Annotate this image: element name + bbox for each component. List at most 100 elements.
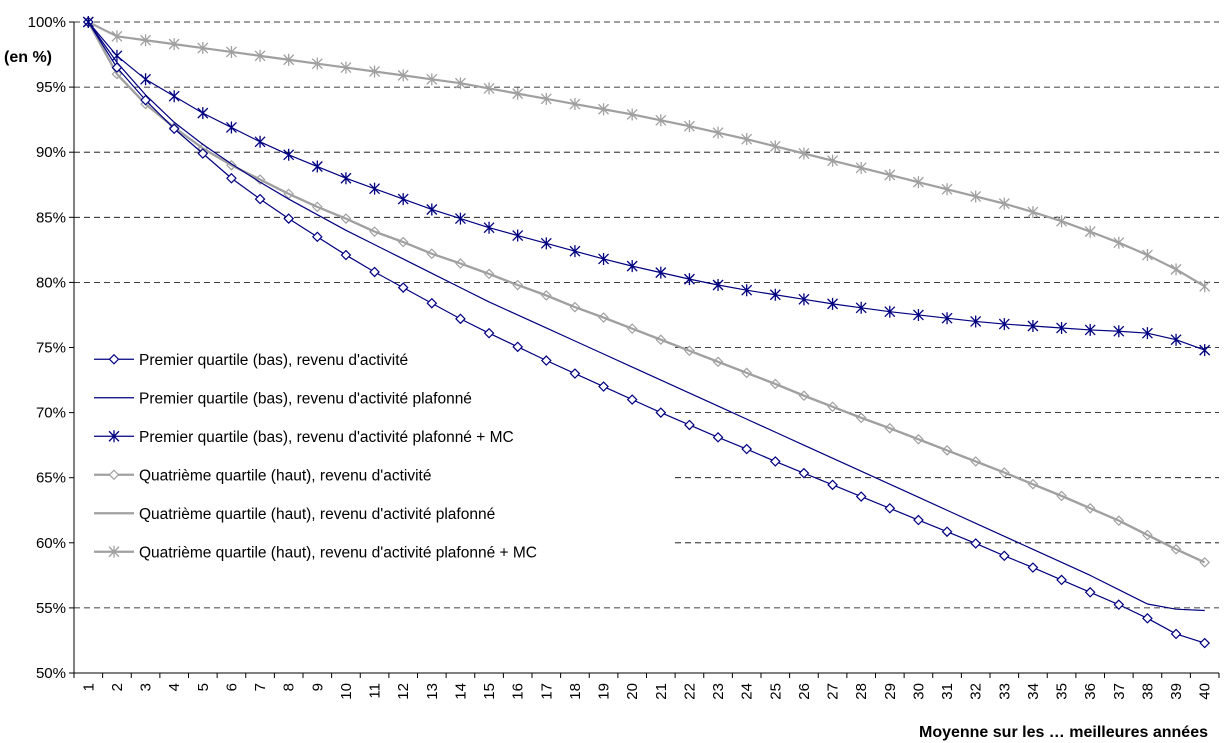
data-point [913,514,924,526]
data-point [1084,323,1096,336]
data-point [1142,612,1153,624]
data-point [540,92,552,105]
x-tick-label: 32 [968,683,985,700]
data-point [655,266,667,279]
data-point [598,381,609,392]
data-point [855,491,867,502]
data-point [1027,206,1039,219]
x-tick-label: 33 [996,683,1013,700]
data-point [712,431,724,443]
series-lines [82,16,1211,649]
data-point [108,469,120,481]
x-tick-label: 35 [1054,683,1071,700]
data-point [712,126,724,139]
y-tick-label: 60% [36,535,66,552]
x-tick-label: 7 [252,683,269,691]
x-tick-label: 10 [338,683,355,700]
x-tick-label: 11 [367,683,384,699]
data-point [168,38,180,51]
x-tick-label: 16 [510,683,527,700]
data-point [540,355,552,366]
legend-item: Premier quartile (bas), revenu d'activit… [94,429,514,446]
data-point [454,212,466,225]
data-point [741,133,753,146]
x-tick-label: 38 [1139,683,1156,700]
data-point [884,168,896,181]
y-tick-label: 65% [36,470,66,487]
data-point [283,53,295,66]
data-point [483,221,495,234]
data-point [1170,628,1182,640]
data-point [1084,586,1096,598]
data-point [884,502,896,514]
data-point [769,140,781,153]
data-point [397,69,409,82]
series-line [87,21,1206,288]
data-point [998,197,1010,210]
data-point [798,293,810,306]
x-tick-label: 30 [910,683,927,700]
data-point [283,213,295,224]
data-point [426,203,438,216]
x-tick-label: 18 [567,683,584,700]
y-tick-label: 55% [36,600,66,617]
data-point [998,318,1010,331]
y-tick-label: 50% [36,665,66,682]
x-tick-label: 24 [739,683,756,700]
x-tick-label: 2 [109,683,126,691]
data-point [827,297,839,310]
legend-label: Premier quartile (bas), revenu d'activit… [139,352,408,369]
axes [69,21,1220,678]
data-point [254,135,266,148]
data-point [108,430,120,443]
data-point [827,154,839,167]
data-point [1056,321,1068,334]
data-point [340,61,352,74]
data-point [970,190,982,203]
data-point [369,65,381,78]
legend-item: Premier quartile (bas), revenu d'activit… [94,352,408,369]
data-point [197,148,209,159]
data-point [598,103,610,116]
data-point [108,353,120,365]
data-point [798,147,810,160]
data-point [311,231,323,243]
x-tick-label: 3 [138,683,155,691]
x-tick-label: 28 [853,683,870,700]
data-point [798,467,810,479]
data-point [226,172,237,184]
x-axis-label: Moyenne sur les … meilleures années [919,724,1208,741]
data-point [168,90,180,103]
x-tick-label: 34 [1025,683,1042,700]
data-point [340,172,352,185]
data-point [483,327,495,339]
legend-item: Quatrième quartile (haut), revenu d'acti… [94,467,431,484]
data-point [912,176,924,189]
data-point [426,297,438,309]
data-point [855,301,867,314]
legend-label: Quatrième quartile (haut), revenu d'acti… [139,467,431,484]
data-point [1113,325,1125,338]
data-point [970,315,982,328]
data-point [741,284,753,297]
data-point [1141,327,1153,340]
data-point [741,443,753,455]
data-point [311,160,323,173]
data-point [941,526,953,538]
y-tick-label: 90% [36,144,66,161]
data-point [1199,280,1211,293]
x-tick-label: 31 [939,683,956,700]
gridlines [74,21,1219,609]
data-point [397,282,409,293]
legend-label: Premier quartile (bas), revenu d'activit… [139,429,514,446]
x-tick-label: 19 [596,683,613,700]
x-tick-label: 8 [281,683,298,691]
data-point [1170,263,1182,276]
x-tick-label: 26 [796,683,813,700]
data-point [197,107,209,120]
data-point [1170,333,1182,346]
data-point [140,34,152,47]
x-tick-label: 36 [1082,683,1099,700]
data-point [108,545,120,558]
y-tick-label: 100% [28,14,66,31]
